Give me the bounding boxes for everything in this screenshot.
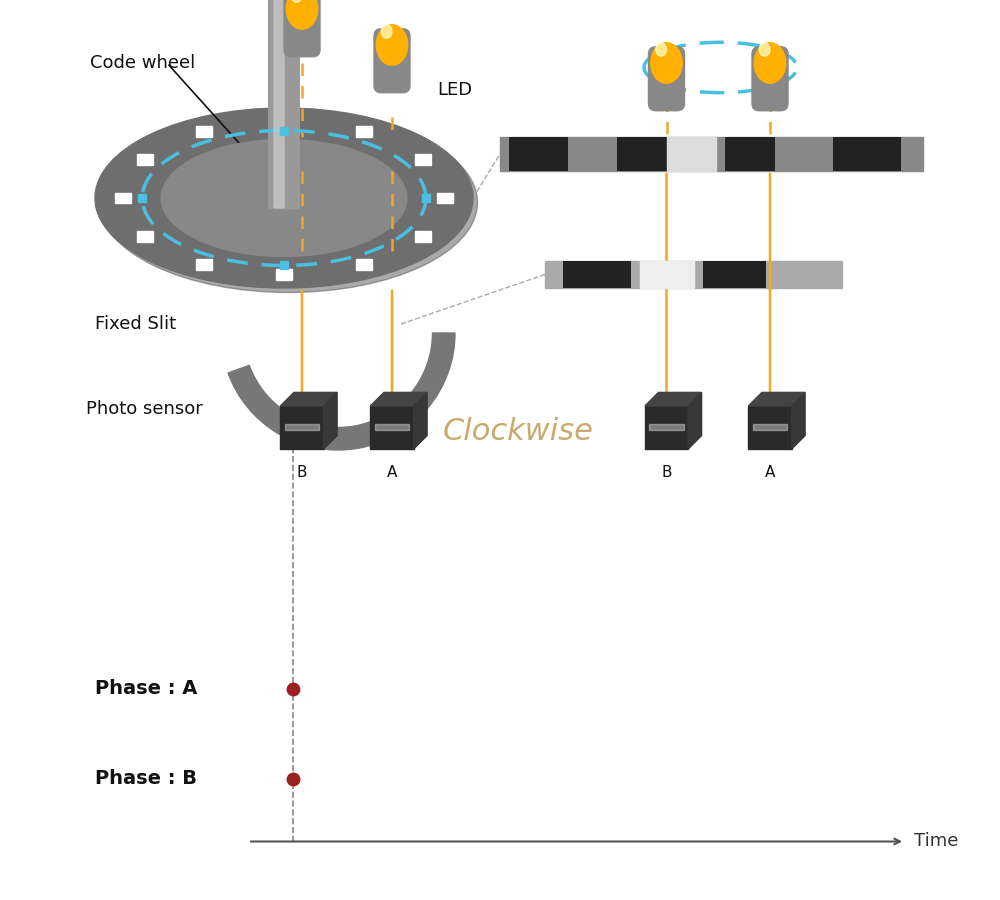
Text: Clockwise: Clockwise [443,418,593,446]
Bar [661,63,672,99]
Bar [280,406,324,449]
Text: B: B [297,465,307,481]
Bar [833,137,900,171]
Wedge shape [228,333,455,450]
Bar [748,406,792,449]
Ellipse shape [754,42,786,84]
FancyBboxPatch shape [648,47,685,111]
Bar [196,126,212,137]
FancyBboxPatch shape [269,0,299,209]
Bar [640,261,694,288]
FancyBboxPatch shape [274,0,284,208]
Text: A: A [765,465,775,481]
Bar [666,137,716,171]
Polygon shape [324,392,337,449]
Text: Photo sensor: Photo sensor [86,400,203,418]
Ellipse shape [95,108,473,288]
Ellipse shape [651,42,682,84]
Bar [703,261,766,288]
Polygon shape [370,392,427,406]
Polygon shape [280,392,337,406]
Ellipse shape [291,0,302,2]
Bar [137,155,153,166]
Bar [356,259,372,270]
Polygon shape [688,392,702,449]
Bar [276,116,292,127]
Ellipse shape [286,0,318,29]
Polygon shape [414,392,427,449]
Polygon shape [792,392,805,449]
Text: Fixed Slit: Fixed Slit [95,315,176,333]
Bar [196,259,212,270]
Ellipse shape [376,24,408,65]
Ellipse shape [759,42,770,56]
Text: Phase : A: Phase : A [95,679,197,698]
Bar [753,424,787,430]
Text: Phase : B: Phase : B [95,769,197,788]
Polygon shape [748,392,805,406]
Bar [500,137,923,171]
Bar [415,155,431,166]
Bar [356,126,372,137]
Bar [370,406,414,449]
Ellipse shape [381,24,392,38]
Bar [375,424,409,430]
Bar [765,63,775,99]
Bar [645,406,688,449]
Text: Time: Time [914,832,958,850]
Bar [545,261,842,288]
Bar [387,45,397,81]
Bar [563,261,631,288]
FancyBboxPatch shape [284,0,320,57]
Bar [285,424,319,430]
Bar [297,9,307,45]
Bar [137,231,153,241]
Bar [415,231,431,241]
Bar [617,137,680,171]
Bar [725,137,774,171]
FancyBboxPatch shape [752,47,788,111]
FancyBboxPatch shape [374,29,410,93]
Text: Code wheel: Code wheel [90,54,196,72]
Bar [509,137,568,171]
Text: LED: LED [437,81,472,99]
Bar [437,193,453,203]
Bar [115,193,131,203]
Text: B: B [661,465,672,481]
Bar [276,269,292,280]
Ellipse shape [161,140,407,256]
Text: A: A [387,465,397,481]
Ellipse shape [100,112,478,292]
Ellipse shape [656,42,666,56]
Polygon shape [645,392,702,406]
Bar [649,424,684,430]
